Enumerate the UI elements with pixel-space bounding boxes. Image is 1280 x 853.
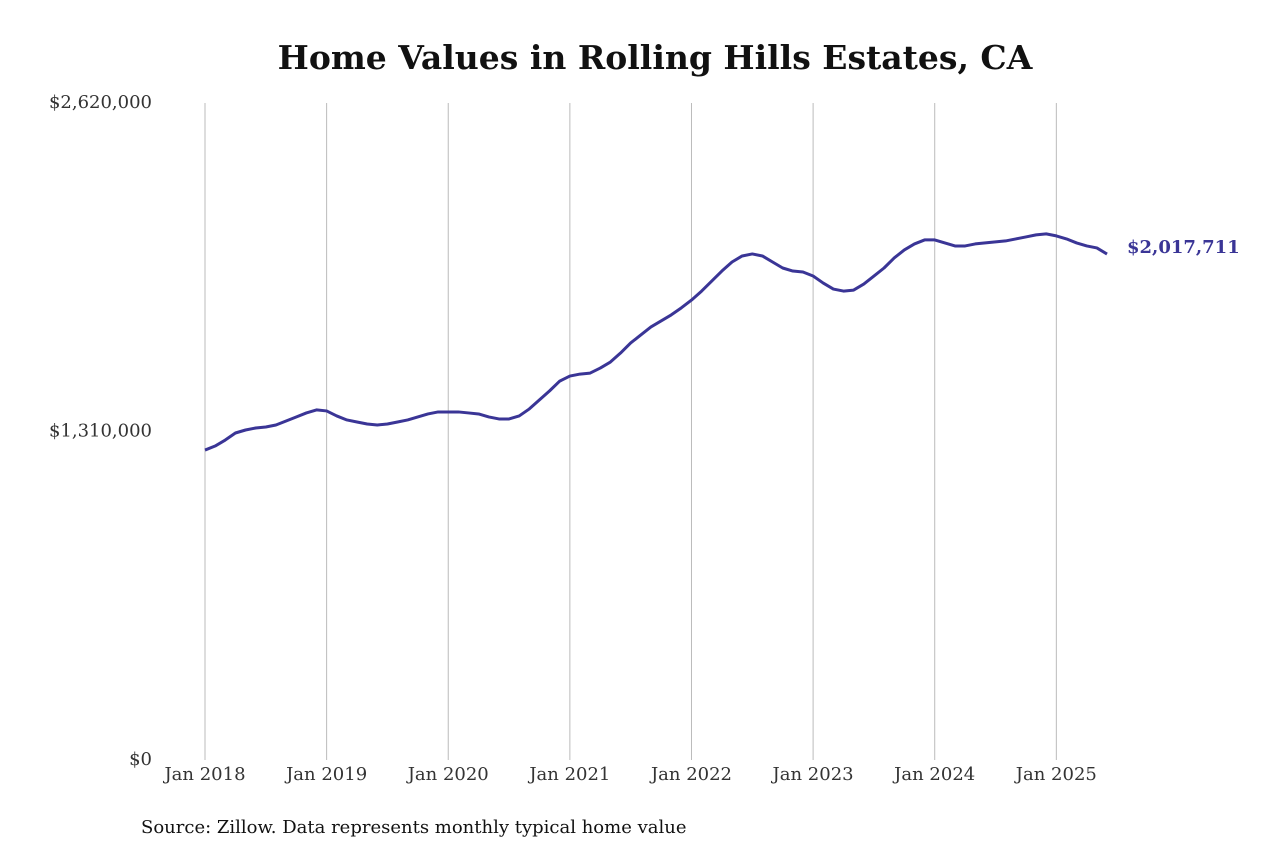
x-tick-label: Jan 2021 [527,764,610,785]
x-tick-label: Jan 2024 [892,764,975,785]
x-tick-label: Jan 2025 [1014,764,1097,785]
x-tick-label: Jan 2020 [406,764,489,785]
x-tick-label: Jan 2022 [649,764,732,785]
chart-title: Home Values in Rolling Hills Estates, CA [278,38,1033,77]
source-note: Source: Zillow. Data represents monthly … [141,817,687,838]
x-tick-label: Jan 2018 [162,764,245,785]
x-tick-label: Jan 2019 [284,764,367,785]
y-tick-label: $2,620,000 [49,92,152,113]
data-line [204,232,1108,452]
value-label: $2,017,711 [1127,237,1240,258]
x-tick-label: Jan 2023 [771,764,854,785]
y-tick-label: $0 [129,749,152,770]
y-tick-label: $1,310,000 [49,421,152,442]
